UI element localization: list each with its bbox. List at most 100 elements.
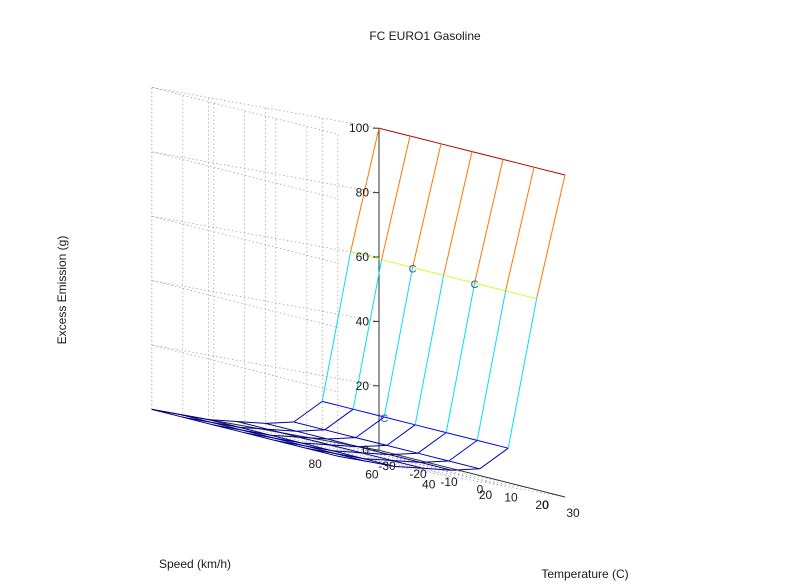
surface-mesh-line — [355, 437, 387, 446]
x-axis-label: Temperature (C) — [541, 567, 628, 581]
surface-mesh-line — [213, 424, 243, 431]
surface-mesh-line — [273, 437, 302, 444]
surface-annotation: C — [380, 413, 388, 425]
surface-mesh-line — [270, 434, 300, 438]
surface-mesh-line — [409, 135, 442, 145]
surface-mesh-line — [381, 259, 413, 268]
surface-mesh-line — [443, 151, 473, 276]
y-tick-label: 40 — [422, 478, 436, 492]
surface-mesh-line — [477, 439, 509, 449]
surface-mesh — [151, 127, 566, 471]
surface-mesh-line — [211, 421, 240, 428]
surface-mesh-line — [440, 143, 473, 153]
gridline — [151, 280, 380, 322]
surface-mesh-line — [324, 408, 354, 431]
y-axis-label: Speed (km/h) — [159, 557, 231, 571]
gridline — [151, 151, 380, 193]
surface-mesh-line — [394, 465, 424, 469]
surface-mesh-line — [337, 455, 367, 462]
z-tick-label: 40 — [356, 314, 370, 328]
z-tick-label: 80 — [356, 186, 370, 200]
surface-mesh-line — [474, 159, 504, 284]
surface-mesh-line — [446, 432, 478, 441]
surface-mesh-line — [267, 428, 297, 432]
surface-mesh-line — [420, 461, 452, 471]
surface-mesh-line — [505, 167, 535, 292]
surface-mesh-line — [471, 151, 504, 160]
z-tick-label: 0 — [362, 443, 369, 457]
surface-mesh-line — [353, 408, 385, 418]
gridline — [151, 87, 380, 129]
x-tick-label: -30 — [378, 459, 396, 473]
surface-mesh-line — [242, 429, 271, 436]
gridline — [151, 87, 338, 135]
x-tick-label: 10 — [504, 490, 518, 504]
surface-mesh-line — [476, 290, 507, 441]
y-tick-label: 20 — [479, 488, 493, 502]
x-tick-label: -20 — [409, 467, 427, 481]
x-tick-label: 30 — [566, 506, 580, 520]
x-tick-label: -10 — [440, 475, 458, 489]
surface-mesh-line — [350, 251, 382, 261]
axis-line — [378, 449, 566, 498]
surface-mesh-line — [360, 452, 393, 461]
surface-mesh-line — [381, 135, 411, 260]
surface-mesh-line — [389, 452, 418, 456]
surface-mesh-line — [420, 460, 449, 463]
surface-mesh-line — [474, 282, 506, 292]
surface-mesh-line — [350, 128, 380, 253]
x-tick-label: 0 — [477, 483, 484, 497]
surface-mesh-line — [329, 444, 362, 454]
surface-mesh-line — [324, 429, 356, 439]
surface-mesh-line — [265, 422, 297, 432]
surface-mesh-line — [275, 440, 305, 447]
surface-mesh-line — [327, 437, 356, 440]
surface-mesh-line — [417, 432, 447, 454]
surface-mesh-line — [332, 450, 362, 454]
surface-annotation: C — [409, 264, 417, 276]
z-tick-label: 60 — [356, 250, 370, 264]
surface-mesh-line — [293, 400, 323, 423]
surface-mesh-line — [301, 442, 331, 446]
surface-mesh-line — [321, 251, 352, 402]
gridline — [151, 344, 380, 387]
surface-mesh-line — [355, 416, 385, 439]
y-tick-label: 0 — [542, 498, 549, 512]
surface-mesh-line — [378, 127, 411, 137]
z-tick-label: 20 — [356, 379, 370, 393]
surface-mesh-line — [391, 460, 424, 469]
surface-mesh-line — [335, 453, 364, 460]
surface-mesh-line — [267, 428, 300, 438]
gridline — [151, 215, 380, 258]
surface-mesh-line — [533, 166, 566, 176]
surface-mesh-line — [386, 444, 418, 454]
surface-mesh-line — [265, 421, 294, 424]
surface-mesh-line — [422, 467, 452, 471]
surface-mesh-line — [298, 436, 331, 446]
surface-mesh-line — [507, 298, 538, 449]
y-tick-label: 60 — [365, 467, 379, 481]
surface-mesh-line — [180, 414, 209, 421]
z-tick-label: 100 — [349, 121, 369, 135]
surface-mesh-line — [448, 460, 480, 470]
surface-mesh-line — [536, 174, 566, 299]
surface-annotation: C — [471, 279, 479, 291]
surface-mesh-line — [239, 426, 269, 430]
surface-mesh-line — [352, 259, 383, 410]
surface-mesh-line — [414, 275, 445, 425]
surface-mesh-line — [322, 400, 354, 410]
surface-mesh-line — [236, 421, 266, 424]
surface-mesh-line — [363, 458, 393, 461]
surface-mesh-line — [505, 290, 537, 300]
surface-mesh-line — [236, 421, 269, 430]
surface-mesh-line — [329, 444, 359, 448]
surface-mesh-line — [384, 416, 416, 426]
surface-mesh-line — [412, 267, 444, 276]
surface-mesh-line — [479, 447, 509, 470]
surface-mesh-line — [151, 408, 181, 415]
surface-mesh-line — [360, 452, 390, 456]
surface-mesh-line — [412, 143, 442, 268]
surface-mesh-line — [293, 421, 325, 431]
